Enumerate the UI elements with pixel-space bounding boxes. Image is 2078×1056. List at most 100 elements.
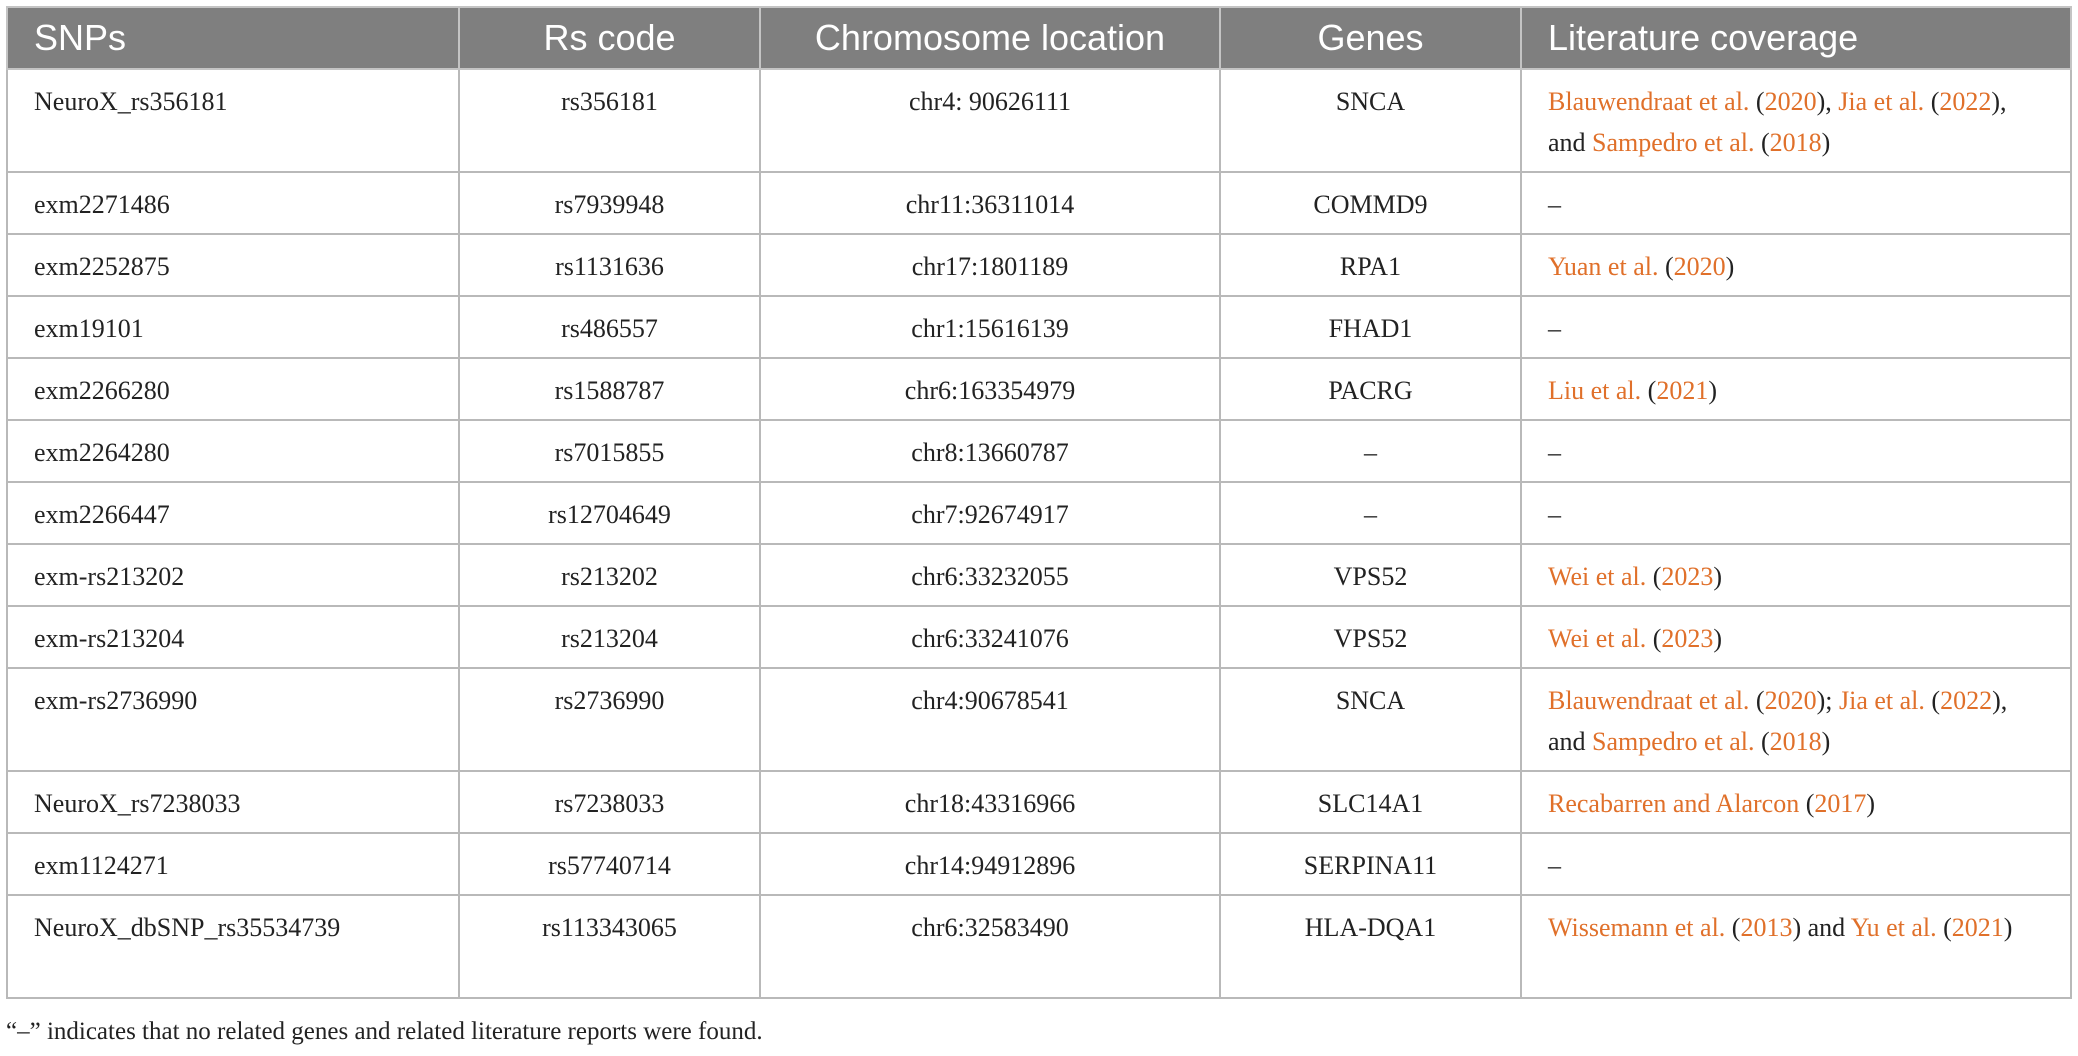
- literature-text: (: [1936, 913, 1952, 942]
- snp-table-container: SNPs Rs code Chromosome location Genes L…: [6, 6, 2072, 999]
- cell-snp: NeuroX_rs7238033: [6, 770, 460, 834]
- cell-literature-coverage: –: [1520, 419, 2072, 483]
- literature-text: ): [1713, 624, 1723, 653]
- cell-rs-code: rs1131636: [458, 233, 761, 297]
- cell-snp: NeuroX_dbSNP_rs35534739: [6, 894, 460, 999]
- reference-link[interactable]: 2020: [1764, 87, 1817, 116]
- cell-gene: SNCA: [1219, 68, 1522, 173]
- table-row: NeuroX_dbSNP_rs35534739 rs113343065 chr6:3…: [6, 894, 2072, 999]
- table-row: exm-rs213202 rs213202 chr6:33232055 VPS52 We…: [6, 543, 2072, 607]
- cell-chromosome-location: chr7:92674917: [759, 481, 1221, 545]
- literature-text: ), and: [1548, 87, 2007, 157]
- literature-text: ): [1821, 727, 1831, 756]
- cell-chromosome-location: chr6:33241076: [759, 605, 1221, 669]
- cell-literature-coverage: Yuan et al. (2020): [1520, 233, 2072, 297]
- reference-link[interactable]: Jia et al.: [1838, 87, 1925, 116]
- table-row: exm-rs213204 rs213204 chr6:33241076 VPS52 We…: [6, 605, 2072, 669]
- table-row: NeuroX_rs356181 rs356181 chr4: 90626111 SNC…: [6, 68, 2072, 173]
- literature-text: (: [1658, 252, 1674, 281]
- literature-text: ): [1866, 789, 1876, 818]
- reference-link[interactable]: Blauwendraat et al.: [1548, 87, 1750, 116]
- reference-link[interactable]: Sampedro et al.: [1592, 727, 1755, 756]
- reference-link[interactable]: 2020: [1673, 252, 1726, 281]
- reference-link[interactable]: Wei et al.: [1548, 624, 1647, 653]
- cell-chromosome-location: chr11:36311014: [759, 171, 1221, 235]
- reference-link[interactable]: Yu et al.: [1850, 913, 1937, 942]
- reference-link[interactable]: Liu et al.: [1548, 376, 1642, 405]
- cell-snp: exm19101: [6, 295, 460, 359]
- cell-gene: RPA1: [1219, 233, 1522, 297]
- cell-literature-coverage: Blauwendraat et al. (2020); Jia et al. (…: [1520, 667, 2072, 772]
- literature-text: (: [1646, 624, 1662, 653]
- reference-link[interactable]: 2023: [1661, 624, 1714, 653]
- literature-text: ): [1708, 376, 1717, 405]
- literature-text: (: [1641, 376, 1657, 405]
- cell-snp: exm2252875: [6, 233, 460, 297]
- literature-text: ): [1725, 252, 1735, 281]
- literature-text: –: [1548, 851, 1561, 880]
- reference-link[interactable]: 2021: [1656, 376, 1709, 405]
- cell-rs-code: rs7939948: [458, 171, 761, 235]
- cell-rs-code: rs213202: [458, 543, 761, 607]
- literature-text: (: [1749, 686, 1765, 715]
- cell-rs-code: rs213204: [458, 605, 761, 669]
- table-row: exm2271486 rs7939948 chr11:36311014 COMMD9–: [6, 171, 2072, 235]
- cell-rs-code: rs7015855: [458, 419, 761, 483]
- table-row: NeuroX_rs7238033 rs7238033 chr18:43316966 S…: [6, 770, 2072, 834]
- cell-gene: PACRG: [1219, 357, 1522, 421]
- cell-snp: exm2266447: [6, 481, 460, 545]
- reference-link[interactable]: 2022: [1939, 87, 1992, 116]
- table-footnote: “–” indicates that no related genes and …: [6, 1018, 763, 1045]
- cell-rs-code: rs57740714: [458, 832, 761, 896]
- table-row: exm1124271 rs57740714 chr14:94912896 SERPIN…: [6, 832, 2072, 896]
- table-header-row: SNPs Rs code Chromosome location Genes L…: [6, 6, 2072, 70]
- reference-link[interactable]: 2020: [1764, 686, 1817, 715]
- cell-gene: SNCA: [1219, 667, 1522, 772]
- literature-text: );: [1816, 686, 1839, 715]
- literature-text: (: [1799, 789, 1815, 818]
- reference-link[interactable]: 2023: [1661, 562, 1714, 591]
- reference-link[interactable]: Jia et al.: [1838, 686, 1925, 715]
- cell-chromosome-location: chr14:94912896: [759, 832, 1221, 896]
- literature-text: ): [1821, 128, 1831, 157]
- cell-chromosome-location: chr8:13660787: [759, 419, 1221, 483]
- cell-snp: exm-rs2736990: [6, 667, 460, 772]
- literature-text: (: [1754, 128, 1770, 157]
- cell-chromosome-location: chr6:163354979: [759, 357, 1221, 421]
- cell-chromosome-location: chr18:43316966: [759, 770, 1221, 834]
- cell-rs-code: rs7238033: [458, 770, 761, 834]
- table-row: exm2252875 rs1131636 chr17:1801189 RPA1 Yuan…: [6, 233, 2072, 297]
- literature-text: (: [1749, 87, 1765, 116]
- cell-literature-coverage: –: [1520, 295, 2072, 359]
- reference-link[interactable]: Wissemann et al.: [1548, 913, 1726, 942]
- snp-table: SNPs Rs code Chromosome location Genes L…: [6, 6, 2072, 999]
- cell-literature-coverage: –: [1520, 171, 2072, 235]
- cell-rs-code: rs486557: [458, 295, 761, 359]
- literature-text: (: [1725, 913, 1741, 942]
- reference-link[interactable]: 2018: [1769, 128, 1822, 157]
- cell-literature-coverage: –: [1520, 481, 2072, 545]
- header-chromosome-location: Chromosome location: [759, 6, 1221, 70]
- reference-link[interactable]: 2018: [1769, 727, 1822, 756]
- reference-link[interactable]: Recabarren and Alarcon: [1548, 789, 1800, 818]
- cell-rs-code: rs356181: [458, 68, 761, 173]
- reference-link[interactable]: 2022: [1940, 686, 1993, 715]
- cell-literature-coverage: Wissemann et al. (2013) and Yu et al. (2…: [1520, 894, 2072, 999]
- reference-link[interactable]: Sampedro et al.: [1592, 128, 1755, 157]
- cell-gene: VPS52: [1219, 605, 1522, 669]
- header-literature-coverage: Literature coverage: [1520, 6, 2072, 70]
- header-rs-code: Rs code: [458, 6, 761, 70]
- reference-link[interactable]: Blauwendraat et al.: [1548, 686, 1750, 715]
- reference-link[interactable]: 2017: [1814, 789, 1867, 818]
- cell-snp: exm2271486: [6, 171, 460, 235]
- cell-rs-code: rs113343065: [458, 894, 761, 999]
- reference-link[interactable]: Wei et al.: [1548, 562, 1647, 591]
- cell-literature-coverage: Wei et al. (2023): [1520, 605, 2072, 669]
- reference-link[interactable]: 2021: [1951, 913, 2004, 942]
- reference-link[interactable]: Yuan et al.: [1548, 252, 1659, 281]
- cell-gene: SLC14A1: [1219, 770, 1522, 834]
- cell-rs-code: rs1588787: [458, 357, 761, 421]
- reference-link[interactable]: 2013: [1740, 913, 1793, 942]
- cell-gene: HLA-DQA1: [1219, 894, 1522, 999]
- table-row: exm2264280 rs7015855 chr8:13660787– –: [6, 419, 2072, 483]
